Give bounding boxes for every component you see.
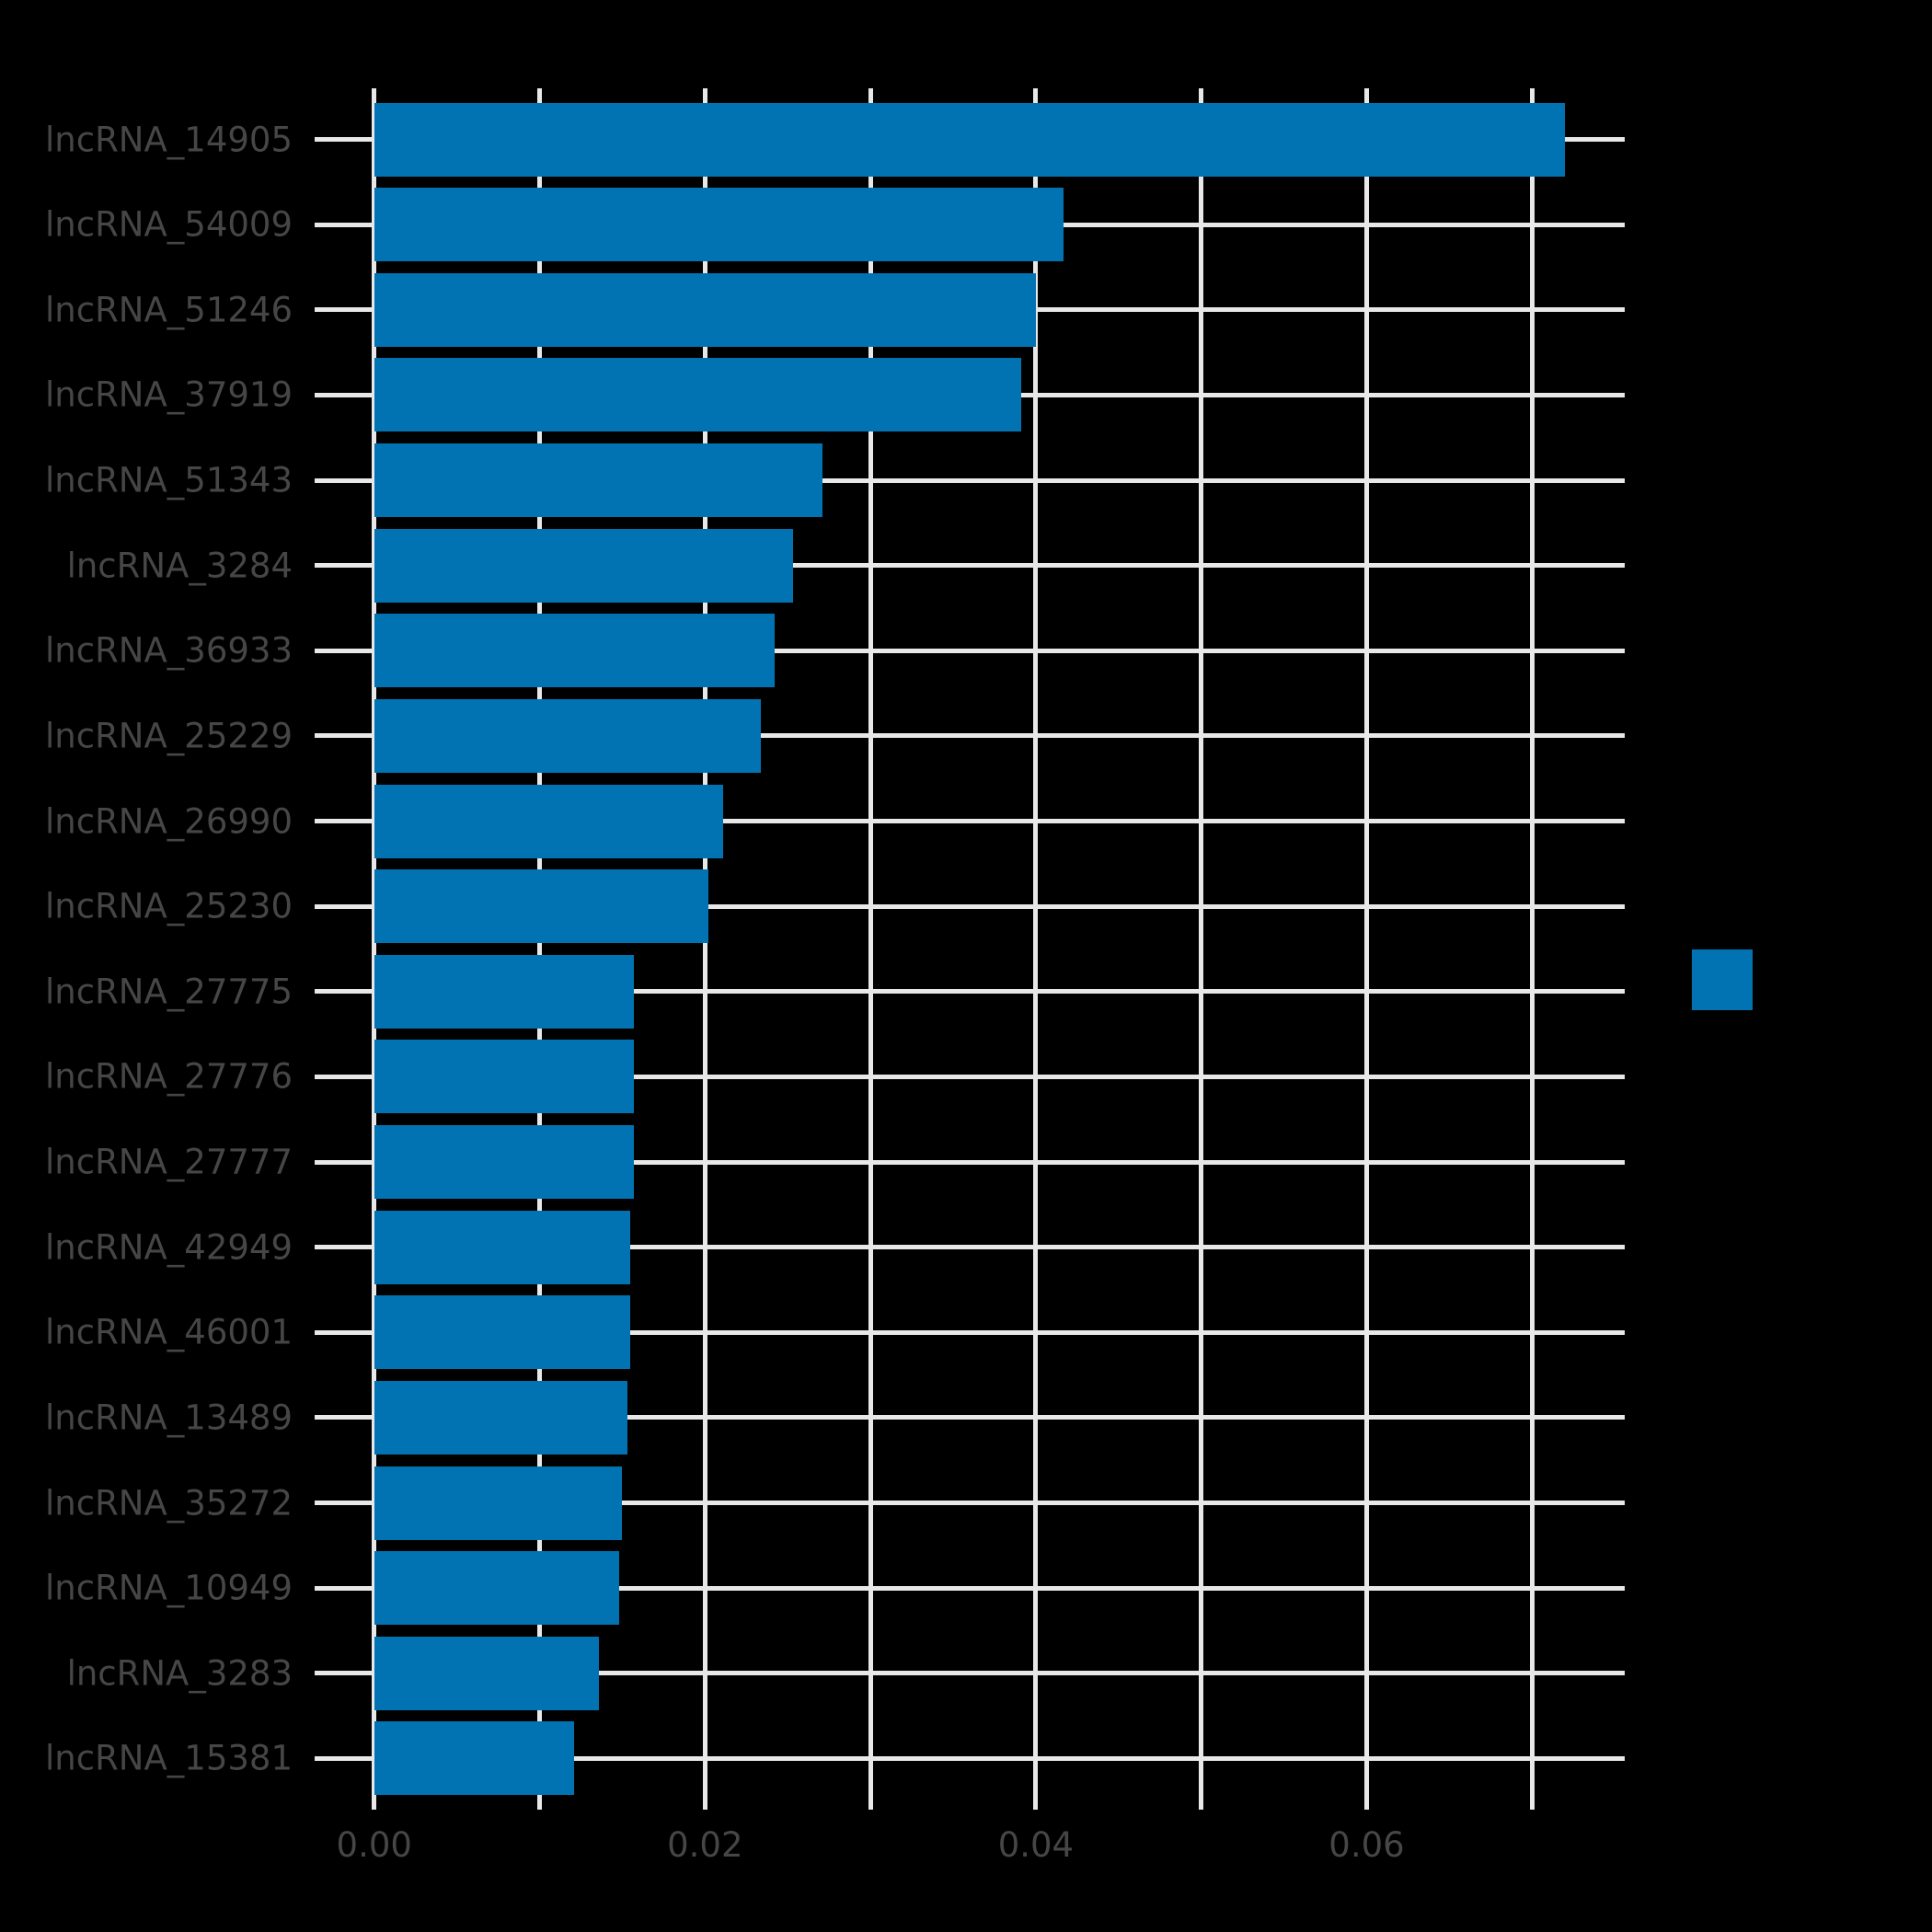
y-gridline	[315, 819, 1625, 824]
category-label: lncRNA_46001	[45, 1312, 293, 1352]
bar	[374, 698, 762, 773]
x-gridline	[868, 88, 873, 1810]
bar	[374, 1040, 634, 1114]
bar	[374, 358, 1021, 432]
category-label: lncRNA_10949	[45, 1568, 293, 1608]
bar	[374, 1551, 619, 1626]
y-gridline	[315, 1671, 1625, 1676]
bar	[374, 528, 793, 603]
category-label: lncRNA_27775	[45, 972, 293, 1012]
bar	[374, 1125, 634, 1200]
category-label: lncRNA_15381	[45, 1738, 293, 1778]
y-gridline	[315, 1074, 1625, 1079]
bar	[374, 954, 634, 1029]
x-gridline	[1364, 88, 1369, 1810]
x-tick-label: 0.02	[667, 1825, 743, 1865]
plot-area	[315, 88, 1625, 1810]
x-gridline	[372, 88, 377, 1810]
bar	[374, 1721, 575, 1796]
category-label: lncRNA_37919	[45, 374, 293, 415]
category-label: lncRNA_42949	[45, 1227, 293, 1268]
y-gridline	[315, 903, 1625, 909]
x-tick-label: 0.06	[1328, 1825, 1405, 1865]
y-gridline	[315, 1585, 1625, 1591]
category-label: lncRNA_3283	[66, 1653, 293, 1694]
category-label: lncRNA_25229	[45, 716, 293, 756]
category-label: lncRNA_27776	[45, 1056, 293, 1097]
category-label: lncRNA_13489	[45, 1397, 293, 1438]
bar	[374, 1466, 623, 1540]
bar	[374, 869, 708, 944]
bar	[374, 188, 1064, 262]
y-gridline	[315, 477, 1625, 483]
bar	[374, 1295, 631, 1370]
bar	[374, 1380, 627, 1455]
y-gridline	[315, 648, 1625, 653]
y-gridline	[315, 1755, 1625, 1761]
y-gridline	[315, 1329, 1625, 1335]
y-gridline	[315, 1501, 1625, 1506]
bar	[374, 1210, 631, 1284]
x-gridline	[537, 88, 543, 1810]
y-gridline	[315, 1415, 1625, 1420]
y-gridline	[315, 989, 1625, 995]
x-gridline	[1529, 88, 1535, 1810]
bar	[374, 443, 822, 518]
y-gridline	[315, 1159, 1625, 1165]
legend-swatch	[1692, 949, 1753, 1010]
category-label: lncRNA_25230	[45, 886, 293, 926]
bar	[374, 102, 1566, 177]
x-gridline	[1033, 88, 1039, 1810]
x-gridline	[1199, 88, 1204, 1810]
bar	[374, 272, 1036, 347]
category-label: lncRNA_27777	[45, 1142, 293, 1182]
x-tick-label: 0.00	[336, 1825, 412, 1865]
x-gridline	[702, 88, 707, 1810]
bar	[374, 784, 724, 858]
category-label: lncRNA_14905	[45, 120, 293, 160]
y-gridline	[315, 1245, 1625, 1250]
category-label: lncRNA_35272	[45, 1483, 293, 1524]
category-label: lncRNA_26990	[45, 801, 293, 842]
y-gridline	[315, 563, 1625, 569]
bar	[374, 614, 775, 688]
category-label: lncRNA_36933	[45, 630, 293, 671]
category-label: lncRNA_54009	[45, 204, 293, 245]
bar	[374, 1636, 600, 1710]
x-tick-label: 0.04	[997, 1825, 1075, 1865]
category-label: lncRNA_51343	[45, 460, 293, 500]
category-label: lncRNA_3284	[66, 546, 293, 586]
y-gridline	[315, 733, 1625, 739]
category-label: lncRNA_51246	[45, 290, 293, 330]
